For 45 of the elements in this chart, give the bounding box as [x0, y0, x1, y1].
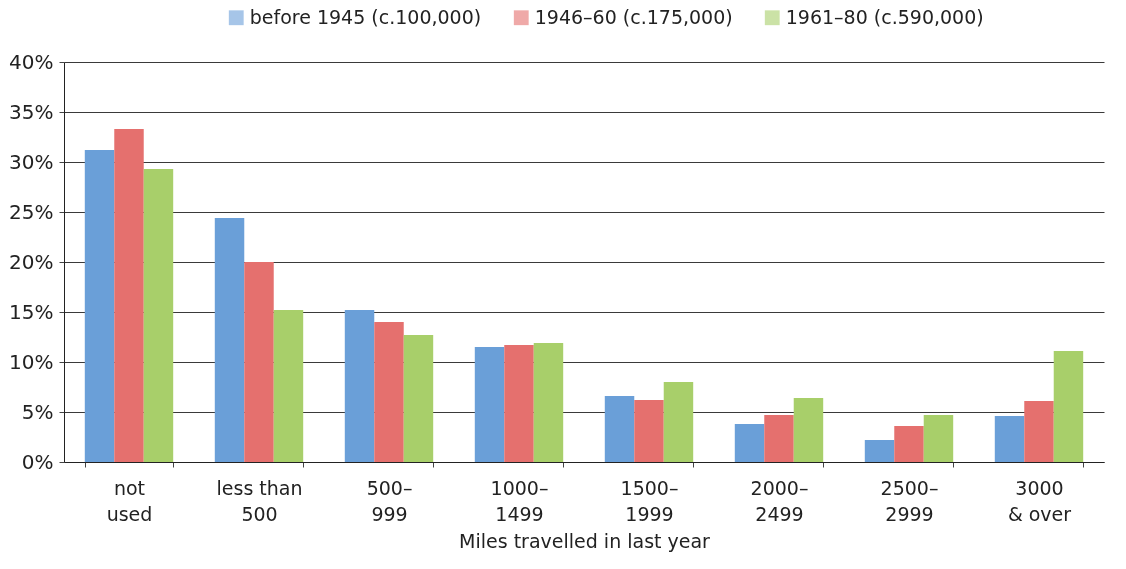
- bar: [403, 335, 434, 462]
- x-tick-label: 500– 999: [366, 476, 413, 525]
- x-tick-label: less than 500: [216, 476, 303, 525]
- bar: [1053, 351, 1084, 462]
- bar: [273, 310, 304, 462]
- bar: [114, 129, 144, 462]
- bar: [214, 218, 245, 462]
- y-tick-label: 25%: [9, 199, 54, 224]
- bar: [533, 343, 564, 462]
- x-tick-label: 3000 & over: [1007, 476, 1072, 525]
- x-axis-title: Miles travelled in last year: [459, 529, 711, 552]
- bar: [994, 416, 1025, 462]
- y-tick-label: 0%: [21, 449, 54, 474]
- y-tick-label: 5%: [21, 399, 54, 424]
- bar: [344, 310, 375, 462]
- bar: [764, 415, 794, 462]
- bar: [1024, 401, 1054, 462]
- bar: [604, 396, 635, 462]
- x-tick-label: 2000– 2499: [750, 476, 809, 525]
- bar: [663, 382, 694, 462]
- y-tick-label: 35%: [9, 99, 54, 124]
- legend-label: before 1945 (c.100,000): [249, 5, 482, 28]
- bar: [793, 398, 824, 462]
- bar: [374, 322, 404, 462]
- y-tick-label: 40%: [9, 49, 54, 74]
- legend-label: 1961–80 (c.590,000): [785, 5, 984, 28]
- bar: [244, 262, 274, 462]
- bar: [84, 150, 115, 462]
- bar: [474, 347, 505, 462]
- y-tick-label: 20%: [9, 249, 54, 274]
- x-tick-label: 1500– 1999: [620, 476, 679, 525]
- bar: [923, 415, 954, 462]
- y-tick-label: 30%: [9, 149, 54, 174]
- bar: [734, 424, 765, 462]
- bar: [143, 169, 174, 462]
- x-tick-label: 2500– 2999: [880, 476, 939, 525]
- bar: [894, 426, 924, 462]
- x-tick-label: 1000– 1499: [490, 476, 549, 525]
- y-tick-label: 15%: [9, 299, 54, 324]
- bar: [634, 400, 664, 462]
- bar: [504, 345, 534, 462]
- x-tick-label: not used: [106, 476, 153, 525]
- y-tick-label: 10%: [9, 349, 54, 374]
- bar: [864, 440, 895, 462]
- legend-label: 1946–60 (c.175,000): [534, 5, 733, 28]
